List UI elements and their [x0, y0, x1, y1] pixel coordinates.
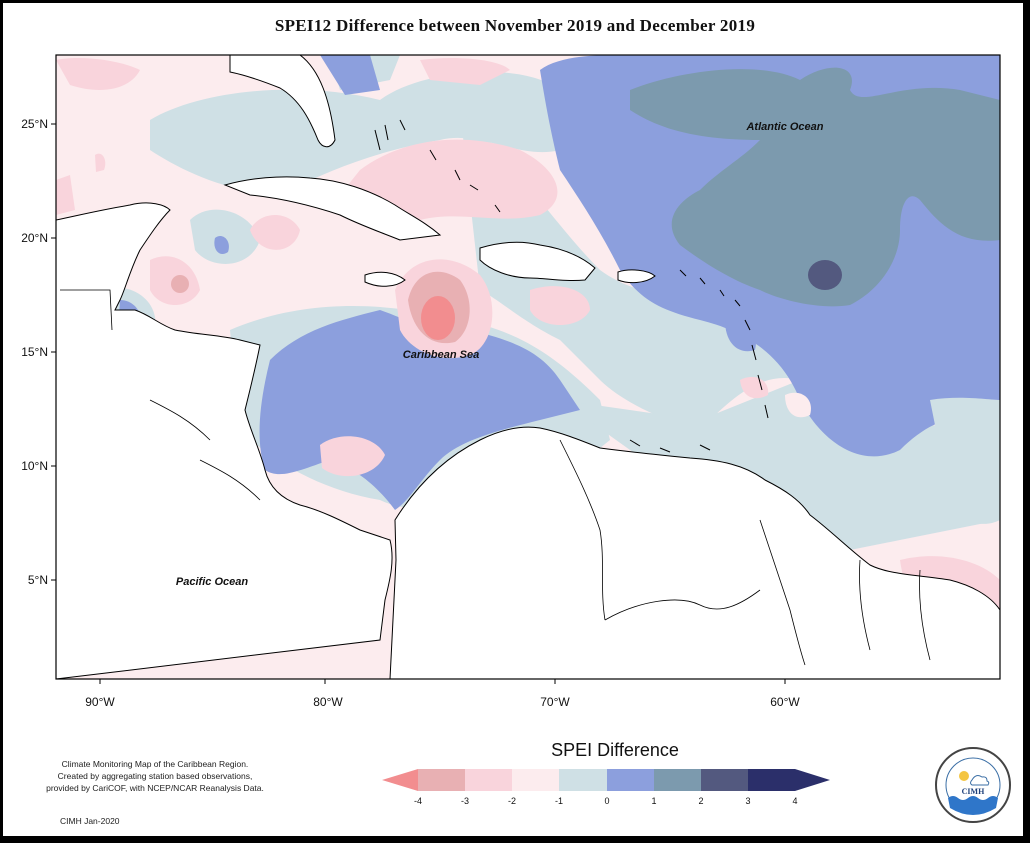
legend-swatch-neg2: [465, 769, 512, 791]
small-islands: [374, 119, 769, 453]
water-icon: [948, 796, 998, 815]
credit-text: Climate Monitoring Map of the Caribbean …: [30, 758, 280, 794]
map-border: [55, 54, 1001, 680]
credit-date: CIMH Jan-2020: [60, 816, 120, 826]
legend-label: -2: [508, 796, 516, 806]
credit-line: Created by aggregating station based obs…: [57, 771, 253, 781]
legend-label: -4: [414, 796, 422, 806]
sun-icon: [959, 771, 969, 781]
legend-swatch-4: [748, 769, 830, 791]
lon-axis: 90°W 80°W 70°W 60°W: [85, 679, 800, 709]
logo-text: CIMH: [962, 787, 985, 796]
legend-colorbar: [382, 769, 830, 791]
lat-label-25: 25°N: [21, 117, 48, 131]
legend-label: -3: [461, 796, 469, 806]
label-atlantic-ocean: Atlantic Ocean: [745, 121, 823, 133]
legend-label: 0: [604, 796, 609, 806]
lon-label-70: 70°W: [540, 695, 570, 709]
cimh-logo: CIMH: [935, 747, 1011, 823]
cloud-icon: [970, 775, 990, 786]
label-caribbean-sea: Caribbean Sea: [403, 349, 479, 361]
legend-swatch-neg4: [382, 769, 418, 791]
map-title: SPEI12 Difference between November 2019 …: [274, 16, 756, 35]
credit-line: provided by CariCOF, with NCEP/NCAR Rean…: [46, 783, 264, 793]
legend-swatch-1: [607, 769, 654, 791]
lon-label-90: 90°W: [85, 695, 115, 709]
legend-swatch-neg3: [418, 769, 465, 791]
lon-label-80: 80°W: [313, 695, 343, 709]
land-masses: [56, 55, 1000, 679]
legend-label: 2: [698, 796, 703, 806]
credit-line: Climate Monitoring Map of the Caribbean …: [61, 759, 249, 769]
lat-label-20: 20°N: [21, 231, 48, 245]
country-borders: [60, 289, 931, 666]
legend-swatch-neg1: [512, 769, 559, 791]
legend-label: -1: [555, 796, 563, 806]
lon-label-60: 60°W: [770, 695, 800, 709]
lat-axis: 25°N 20°N 15°N 10°N 5°N: [21, 117, 56, 587]
legend-swatch-3: [701, 769, 748, 791]
legend-label: 4: [792, 796, 797, 806]
legend-label: 1: [651, 796, 656, 806]
legend-label: 3: [745, 796, 750, 806]
label-pacific-ocean: Pacific Ocean: [176, 576, 248, 588]
legend-labels: -4 -3 -2 -1 0 1 2 3 4: [414, 796, 798, 806]
lat-label-15: 15°N: [21, 345, 48, 359]
lat-label-10: 10°N: [21, 459, 48, 473]
lat-label-5: 5°N: [28, 573, 48, 587]
legend-title: SPEI Difference: [551, 740, 679, 760]
legend-swatch-2: [654, 769, 701, 791]
legend-swatch-0: [559, 769, 607, 791]
